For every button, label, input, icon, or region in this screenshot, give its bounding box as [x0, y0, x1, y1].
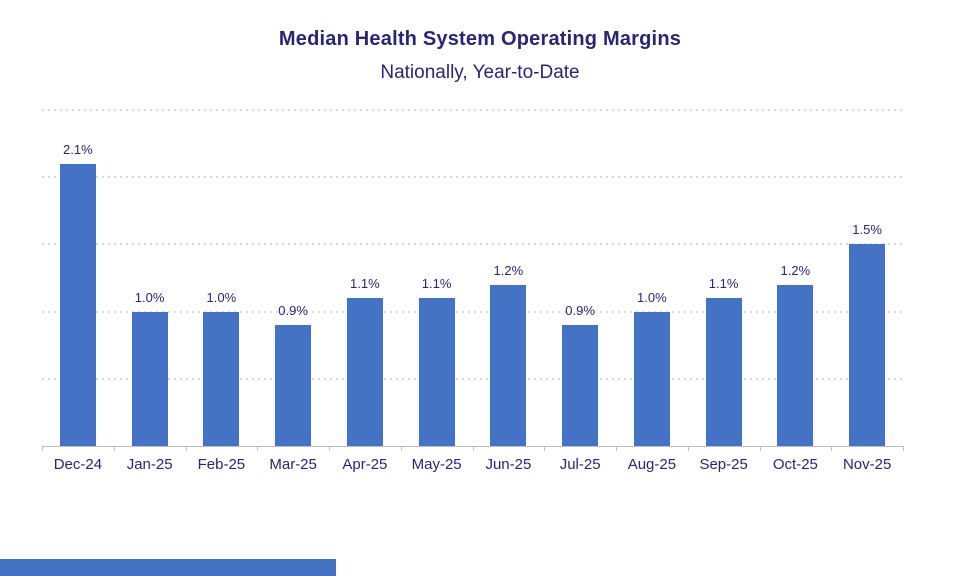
bar-value-label: 1.2%: [780, 262, 811, 278]
x-axis-label: Jul-25: [559, 456, 601, 473]
bar-value-label: 0.9%: [278, 303, 308, 319]
axis-tick: [473, 446, 474, 451]
x-axis-label: Jan-25: [126, 456, 173, 473]
plot-area: 2.1% 1.0% 1.0% 0.9% 1.1% 1.1% 1.2% 0.9% 1.0% 1.1%…: [42, 109, 904, 451]
gridline: [42, 176, 903, 179]
axis-tick: [401, 446, 402, 451]
x-axis-label: Jun-25: [485, 456, 532, 473]
x-axis-label: Mar-25: [269, 456, 317, 473]
axis-tick: [329, 446, 330, 451]
bar-Apr-25: [346, 298, 383, 446]
axis-tick: [831, 446, 832, 451]
x-axis-line: [42, 446, 903, 447]
bar-Aug-25: [633, 311, 670, 446]
bar-value-label: 1.0%: [206, 289, 237, 305]
x-axis-label: Apr-25: [342, 456, 388, 473]
bar-Jan-25: [131, 311, 168, 446]
axis-tick: [760, 446, 761, 451]
axis-tick: [616, 446, 617, 451]
bar-Nov-25: [849, 244, 886, 446]
bar-value-label: 2.1%: [63, 141, 93, 157]
axis-tick: [186, 446, 187, 451]
bar-Feb-25: [203, 311, 240, 446]
gridline: [42, 109, 903, 111]
bar-Sep-25: [705, 298, 742, 446]
bar-value-label: 1.1%: [708, 276, 739, 292]
bar-Jun-25: [490, 284, 527, 446]
bar-value-label: 1.0%: [134, 289, 165, 305]
bar-value-label: 1.5%: [852, 222, 882, 238]
bar-value-label: 1.1%: [421, 276, 452, 292]
x-axis-label: Nov-25: [842, 456, 892, 473]
bar-value-label: 1.0%: [637, 289, 667, 305]
chart-subtitle: Nationally, Year-to-Date: [380, 62, 580, 83]
x-axis-label: Feb-25: [197, 456, 246, 473]
axis-tick: [114, 446, 115, 451]
gridline: [42, 377, 903, 380]
bar-Oct-25: [777, 284, 814, 446]
x-axis-label: Dec-24: [53, 456, 103, 473]
axis-tick: [688, 446, 689, 451]
gridline: [42, 310, 903, 313]
axis-tick: [903, 446, 904, 451]
axis-tick: [257, 446, 258, 451]
axis-tick: [544, 446, 545, 451]
bar-Mar-25: [275, 325, 312, 446]
axis-tick: [42, 446, 43, 451]
gridline: [42, 243, 903, 246]
x-axis-labels: Dec-24 Jan-25 Feb-25 Mar-25 Apr-25 May-25 Jun-…: [42, 456, 903, 478]
x-axis-label: Oct-25: [772, 456, 818, 473]
footer-accent-bar: [0, 559, 336, 576]
bar-value-label: 0.9%: [565, 303, 595, 319]
x-axis-label: Aug-25: [627, 456, 677, 473]
bar-May-25: [418, 298, 455, 446]
x-axis-label: Sep-25: [699, 456, 748, 473]
bar-Jul-25: [562, 325, 599, 446]
bar-value-label: 1.1%: [350, 276, 380, 292]
bar-Dec-24: [59, 163, 96, 446]
chart-title: Median Health System Operating Margins: [278, 28, 682, 50]
x-axis-label: May-25: [411, 456, 462, 473]
bar-value-label: 1.2%: [493, 262, 524, 278]
